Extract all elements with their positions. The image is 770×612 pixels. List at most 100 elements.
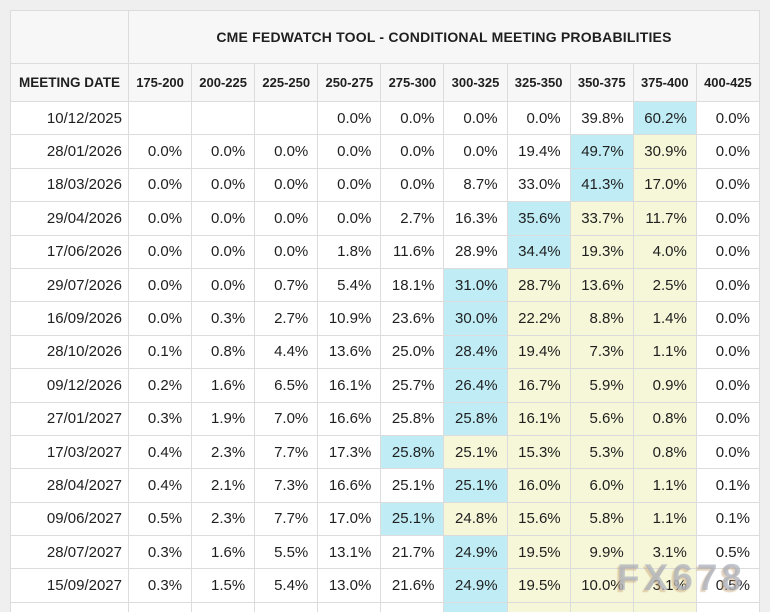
probability-cell: 16.1% — [317, 368, 382, 403]
table-row: 27/10/20270.3%1.4%5.1%12.3%20.8%24.6%20.… — [10, 601, 761, 612]
probability-cell: 21.6% — [380, 568, 445, 603]
probability-cell: 1.4% — [632, 301, 697, 336]
table-row: 16/09/2026 0.0% 0.3% 2.7% 10.9% 23.6% 30.0% 22.… — [10, 301, 761, 336]
probability-cell: 5.6% — [569, 401, 634, 436]
probability-cell: 0.0% — [191, 234, 256, 269]
probability-cell: 10.9% — [317, 301, 382, 336]
probability-cell: 0.0% — [695, 134, 761, 169]
probability-cell: 0.0% — [191, 201, 256, 236]
probability-cell: 33.7% — [569, 201, 634, 236]
meeting-date-cell: 29/07/2026 — [10, 267, 129, 303]
meeting-date-cell: 17/06/2026 — [10, 234, 129, 269]
table-title: CME FEDWATCH TOOL - CONDITIONAL MEETING … — [128, 10, 760, 64]
column-header-rate-350-375: 350-375 — [569, 63, 634, 102]
probability-cell: 0.4% — [127, 434, 193, 470]
probability-cell: 0.8% — [191, 334, 256, 370]
probability-cell: 28.7% — [506, 267, 571, 303]
probability-cell: 0.8% — [632, 434, 697, 470]
probability-cell: 21.7% — [380, 535, 445, 570]
probability-cell: 5.3% — [569, 434, 634, 470]
table-row: 09/12/2026 0.2% 1.6% 6.5% 16.1% 25.7% 26.4% 16.… — [10, 368, 761, 403]
probability-cell: 17.0% — [632, 167, 697, 203]
probability-cell: 26.4% — [443, 368, 508, 403]
probability-cell: 13.1% — [317, 535, 382, 570]
probability-cell: 2.7% — [380, 201, 445, 236]
probability-cell: 0.0% — [380, 100, 445, 136]
probability-cell: 17.0% — [317, 501, 382, 537]
table-row: 17/03/2027 0.4% 2.3% 7.7% 17.3% 25.8% 25.1% 15.… — [10, 434, 761, 470]
probability-cell: 1.1% — [632, 501, 697, 537]
probability-cell: 5.1% — [254, 601, 319, 612]
column-header-rate-325-350: 325-350 — [506, 63, 571, 102]
meeting-date-cell: 29/04/2026 — [10, 201, 129, 236]
probability-cell: 0.4% — [127, 468, 193, 503]
probability-cell: 0.0% — [317, 134, 382, 169]
probability-cell: 31.0% — [443, 267, 508, 303]
probability-cell: 25.1% — [443, 468, 508, 503]
probability-cell: 28.4% — [443, 334, 508, 370]
probability-cell: 0.0% — [695, 100, 761, 136]
probability-cell: 0.5% — [695, 535, 761, 570]
probability-cell: 2.7% — [254, 301, 319, 336]
probability-cell: 2.3% — [191, 501, 256, 537]
probability-cell: 13.6% — [317, 334, 382, 370]
probability-cell: 5.5% — [254, 535, 319, 570]
column-header-meeting-date: MEETING DATE — [10, 63, 129, 102]
probability-cell — [254, 100, 319, 136]
fedwatch-probabilities-table: CME FEDWATCH TOOL - CONDITIONAL MEETING … — [10, 10, 761, 612]
probability-cell: 3.1% — [632, 568, 697, 603]
probability-cell: 0.0% — [254, 167, 319, 203]
probability-cell: 0.0% — [127, 201, 193, 236]
probability-cell: 6.0% — [569, 468, 634, 503]
probability-cell: 0.0% — [695, 301, 761, 336]
probability-cell: 12.3% — [317, 601, 382, 612]
table-row: 09/06/2027 0.5% 2.3% 7.7% 17.0% 25.1% 24.8% 15.… — [10, 501, 761, 537]
probability-cell: 16.6% — [317, 468, 382, 503]
probability-cell: 19.5% — [506, 568, 571, 603]
probability-cell: 6.5% — [254, 368, 319, 403]
probability-cell: 10.9% — [569, 601, 634, 612]
probability-cell: 4.0% — [632, 234, 697, 269]
probability-cell: 11.7% — [632, 201, 697, 236]
column-header-rate-200-225: 200-225 — [191, 63, 256, 102]
probability-cell: 16.0% — [506, 468, 571, 503]
column-header-rate-275-300: 275-300 — [380, 63, 445, 102]
probability-cell: 0.3% — [127, 601, 193, 612]
probability-cell: 9.9% — [569, 535, 634, 570]
probability-cell: 0.0% — [191, 267, 256, 303]
table-row: 15/09/2027 0.3% 1.5% 5.4% 13.0% 21.6% 24.9% 19.… — [10, 568, 761, 603]
probability-cell: 24.9% — [443, 535, 508, 570]
probability-cell: 0.0% — [695, 434, 761, 470]
probability-cell: 0.0% — [695, 167, 761, 203]
probability-cell: 0.5% — [695, 568, 761, 603]
probability-cell: 5.4% — [317, 267, 382, 303]
probability-cell: 0.0% — [695, 334, 761, 370]
probability-cell: 0.0% — [380, 134, 445, 169]
column-header-rate-375-400: 375-400 — [632, 63, 697, 102]
probability-cell: 49.7% — [569, 134, 634, 169]
probability-cell: 41.3% — [569, 167, 634, 203]
probability-cell: 0.3% — [191, 301, 256, 336]
probability-cell: 0.0% — [695, 401, 761, 436]
table-header-row: MEETING DATE 175-200 200-225 225-250 250-27… — [10, 63, 761, 102]
probability-cell: 1.9% — [191, 401, 256, 436]
probability-cell: 19.3% — [569, 234, 634, 269]
probability-cell: 0.0% — [191, 134, 256, 169]
column-header-rate-225-250: 225-250 — [254, 63, 319, 102]
probability-cell: 34.4% — [506, 234, 571, 269]
probability-cell: 19.5% — [506, 535, 571, 570]
probability-cell: 0.3% — [127, 568, 193, 603]
table-row: 28/04/2027 0.4% 2.1% 7.3% 16.6% 25.1% 25.1% 16.… — [10, 468, 761, 503]
meeting-date-cell: 09/06/2027 — [10, 501, 129, 537]
probability-cell: 16.3% — [443, 201, 508, 236]
meeting-date-cell: 28/10/2026 — [10, 334, 129, 370]
probability-cell: 0.0% — [317, 167, 382, 203]
probability-cell: 0.8% — [632, 401, 697, 436]
probability-cell: 0.0% — [443, 134, 508, 169]
probability-cell: 5.9% — [569, 368, 634, 403]
probability-cell: 0.0% — [127, 167, 193, 203]
probability-cell: 35.6% — [506, 201, 571, 236]
probability-cell: 1.6% — [191, 368, 256, 403]
probability-cell: 2.3% — [191, 434, 256, 470]
probability-cell: 11.6% — [380, 234, 445, 269]
